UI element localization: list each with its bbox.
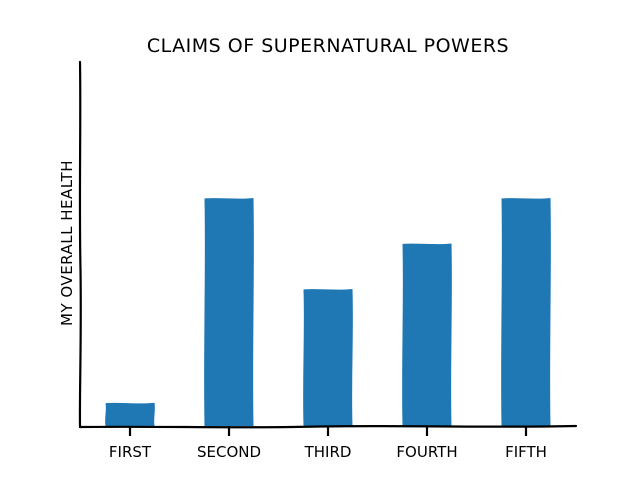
bars-group — [105, 198, 551, 426]
chart-title: CLAIMS OF SUPERNATURAL POWERS — [147, 35, 509, 57]
y-axis — [78, 60, 82, 429]
bar-second — [204, 198, 254, 426]
bar-third — [303, 289, 353, 426]
x-tick-label-third: THIRD — [304, 443, 352, 461]
y-axis-label: MY OVERALL HEALTH — [58, 160, 76, 326]
x-tick-label-first: FIRST — [109, 443, 152, 461]
bar-first — [105, 402, 155, 426]
bar-fourth — [402, 243, 452, 426]
x-axis — [78, 424, 578, 429]
x-tick-label-second: SECOND — [197, 443, 261, 461]
bar-fifth — [501, 198, 551, 426]
x-tick-label-fourth: FOURTH — [396, 443, 457, 461]
x-ticks-group: FIRST SECOND THIRD FOURTH FIFTH — [109, 426, 547, 461]
x-tick-label-fifth: FIFTH — [505, 443, 547, 461]
